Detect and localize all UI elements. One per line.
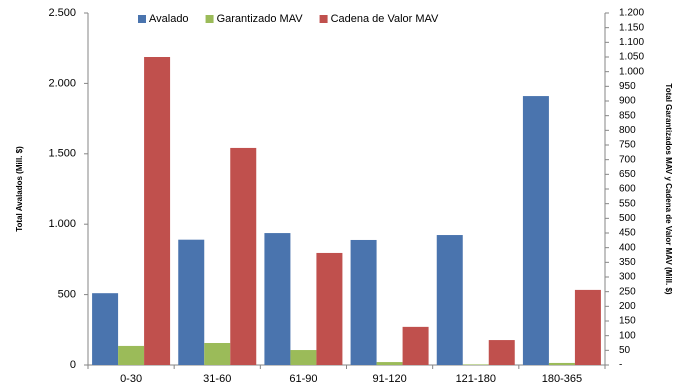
y2-tick-label: 100 xyxy=(619,330,636,341)
legend-label: Cadena de Valor MAV xyxy=(331,13,439,25)
legend-swatch xyxy=(205,15,214,23)
y-tick-label: 500 xyxy=(58,289,76,301)
x-tick-label: 180-365 xyxy=(542,373,582,385)
y2-tick-label: 850 xyxy=(619,110,636,121)
x-tick-label: 0-30 xyxy=(120,373,142,385)
bar xyxy=(92,293,119,365)
bar xyxy=(402,326,429,365)
y2-tick-label: 150 xyxy=(619,316,636,327)
y2-tick-label: 250 xyxy=(619,286,636,297)
bar xyxy=(462,364,489,365)
bar xyxy=(144,57,171,365)
y2-axis-title: Total Garantizados MAV y Cadena de Valor… xyxy=(664,83,673,294)
bar xyxy=(488,340,515,365)
y2-tick-label: 500 xyxy=(619,213,636,224)
y2-tick-label: 1.050 xyxy=(619,52,644,63)
legend-label: Avalado xyxy=(149,13,189,25)
y-tick-label: 0 xyxy=(70,359,76,371)
bar xyxy=(316,252,343,365)
bar xyxy=(548,362,575,365)
x-tick-label: 31-60 xyxy=(203,373,231,385)
y2-tick-label: 50 xyxy=(619,345,631,356)
y2-tick-label: 400 xyxy=(619,242,636,253)
legend-swatch xyxy=(138,15,146,23)
y2-tick-label: 200 xyxy=(619,301,636,312)
x-tick-label: 121-180 xyxy=(456,373,496,385)
bar xyxy=(118,345,145,365)
bar xyxy=(522,96,549,366)
x-tick-label: 91-120 xyxy=(372,373,406,385)
y2-tick-label: 700 xyxy=(619,154,636,165)
bar xyxy=(350,239,377,365)
x-tick-label: 61-90 xyxy=(289,373,317,385)
y2-tick-label: 550 xyxy=(619,198,636,209)
y2-tick-label: 1.000 xyxy=(619,66,644,77)
bar xyxy=(376,362,403,365)
y2-tick-label: 1.200 xyxy=(619,8,644,19)
y2-tick-label: 900 xyxy=(619,96,636,107)
y2-tick-label: - xyxy=(619,360,622,371)
y2-tick-label: 600 xyxy=(619,184,636,195)
bar xyxy=(264,233,291,365)
y2-tick-label: 1.100 xyxy=(619,37,644,48)
y-tick-label: 2.500 xyxy=(48,7,76,19)
bar xyxy=(436,235,463,365)
y2-tick-label: 750 xyxy=(619,140,636,151)
y-tick-label: 2.000 xyxy=(48,77,76,89)
bar xyxy=(204,343,231,365)
y2-tick-label: 1.150 xyxy=(619,22,644,33)
bar xyxy=(178,239,205,365)
bar xyxy=(290,350,317,365)
y2-tick-label: 450 xyxy=(619,228,636,239)
bar xyxy=(574,289,601,365)
y2-tick-label: 800 xyxy=(619,125,636,136)
y2-tick-label: 350 xyxy=(619,257,636,268)
y-tick-label: 1.500 xyxy=(48,148,76,160)
y2-tick-label: 650 xyxy=(619,169,636,180)
bar xyxy=(230,147,257,365)
legend-label: Garantizado MAV xyxy=(217,13,304,25)
y2-tick-label: 950 xyxy=(619,81,636,92)
legend-swatch xyxy=(319,15,328,23)
y2-tick-label: 300 xyxy=(619,272,636,283)
y-tick-label: 1.000 xyxy=(48,218,76,230)
y-axis-title: Total Avalados (Mill. $) xyxy=(15,146,24,232)
